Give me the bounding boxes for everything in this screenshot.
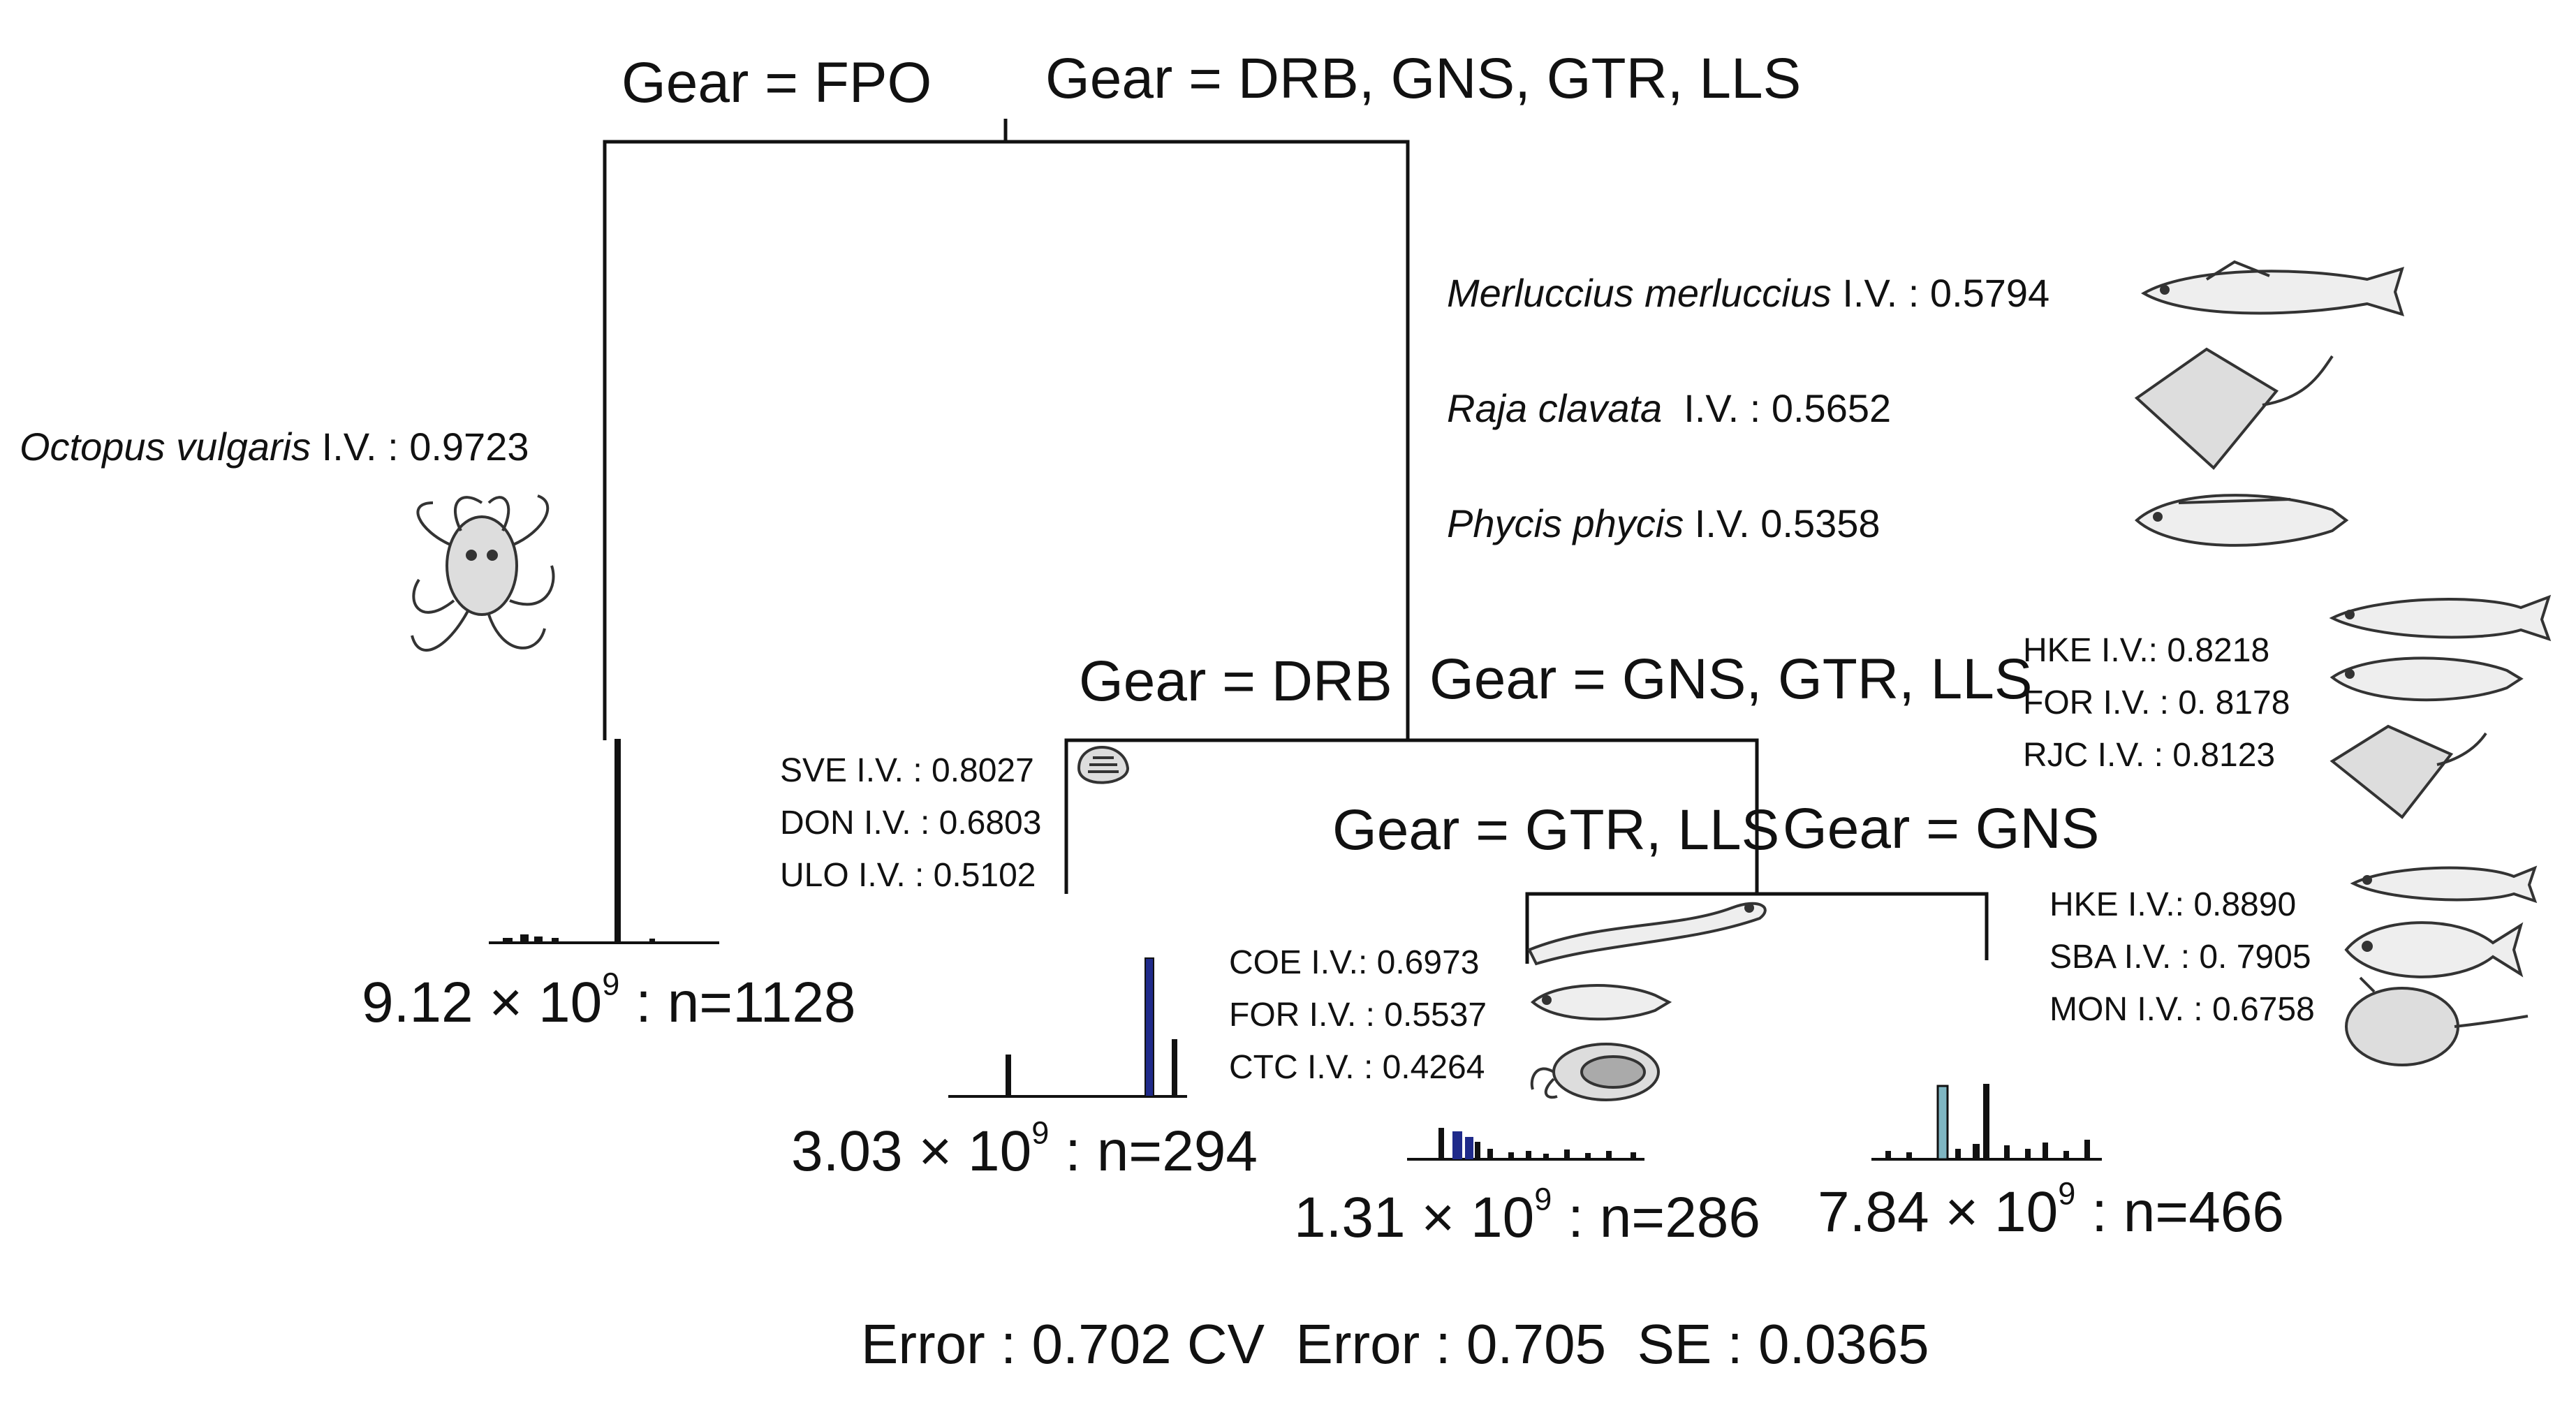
other-indicator-2: Raja clavata I.V. : 0.5652 [1447, 389, 1891, 428]
indicator-value: I.V. : 0.5652 [1662, 386, 1892, 430]
gns-split-label: Gear = GNS [1783, 797, 2100, 860]
gns-gtr-lls-indicator-2: FOR I.V. : 0. 8178 [2023, 684, 2290, 721]
leaf-fpo-label: 9.12 × 109 : n=1128 [362, 969, 856, 1034]
bar [552, 938, 559, 943]
bar [534, 936, 543, 943]
clam-shell-icon [1077, 746, 1130, 784]
forkbeard-fish-icon [1530, 984, 1672, 1021]
species-name: Phycis phycis [1447, 501, 1684, 545]
histogram-gns [1871, 1084, 2102, 1161]
leaf-exponent: 9 [2058, 1175, 2076, 1212]
bar [614, 739, 621, 943]
hake-fish-icon [2329, 594, 2552, 642]
tree-branches [603, 119, 1989, 964]
gtr-lls-indicator-2: FOR I.V. : 0.5537 [1229, 997, 1487, 1034]
gns-gtr-lls-split-label: Gear = GNS, GTR, LLS [1429, 647, 2033, 711]
root-left-split-label: Gear = FPO [621, 51, 932, 115]
other-indicator-3: Phycis phycis I.V. 0.5358 [1447, 504, 1881, 543]
histogram-gtr-lls [1407, 1128, 1644, 1161]
gtr-lls-indicator-3: CTC I.V. : 0.4264 [1229, 1049, 1485, 1086]
gtr-lls-split-label: Gear = GTR, LLS [1332, 798, 1780, 862]
seabream-fish-icon [2344, 921, 2524, 978]
leaf-gtr-lls-label: 1.31 × 109 : n=286 [1294, 1184, 1761, 1249]
drb-indicator-3: ULO I.V. : 0.5102 [780, 857, 1036, 894]
indicator-value: I.V. : 0.9723 [321, 425, 529, 469]
indicator-value: I.V. : 0.5794 [1831, 271, 2050, 315]
gns-gtr-lls-indicator-1: HKE I.V.: 0.8218 [2023, 632, 2270, 669]
histogram-drb [948, 957, 1187, 1098]
leaf-gns-label: 7.84 × 109 : n=466 [1818, 1178, 2284, 1241]
monkfish-icon [2345, 976, 2529, 1066]
drb-indicator-1: SVE I.V. : 0.8027 [780, 752, 1034, 789]
leaf-exponent: 9 [1031, 1115, 1050, 1151]
bar [1172, 1039, 1177, 1096]
gns-indicator-2: SBA I.V. : 0. 7905 [2049, 939, 2311, 976]
leaf-exponent: 9 [602, 966, 620, 1002]
root-split-branch [603, 140, 1410, 740]
gns-indicator-1: HKE I.V.: 0.8890 [2049, 886, 2297, 923]
bar [503, 938, 513, 943]
hake-fish-icon [2141, 260, 2405, 316]
fpo-indicator: Octopus vulgaris I.V. : 0.9723 [20, 427, 529, 467]
species-name: Octopus vulgaris [20, 425, 311, 469]
drb-indicator-2: DON I.V. : 0.6803 [780, 805, 1042, 842]
ray-icon [2330, 724, 2487, 819]
leaf-mantissa: 1.31 × 10 [1294, 1186, 1535, 1249]
other-split-branch [1064, 738, 1759, 894]
indicator-value: I.V. 0.5358 [1684, 501, 1881, 545]
gns-gtr-lls-indicator-3: RJC I.V. : 0.8123 [2023, 737, 2276, 774]
leaf-mantissa: 3.03 × 10 [791, 1119, 1032, 1183]
leaf-count: : n=286 [1552, 1186, 1761, 1249]
leaf-exponent: 9 [1534, 1181, 1552, 1217]
leaf-count: : n=294 [1049, 1119, 1258, 1183]
bar [649, 939, 655, 943]
drb-split-label: Gear = DRB [1079, 649, 1392, 713]
eel-icon [1527, 902, 1767, 966]
octopus-icon [411, 494, 555, 652]
root-right-split-label: Gear = DRB, GNS, GTR, LLS [1045, 47, 1802, 110]
leaf-count: : n=1128 [619, 971, 856, 1034]
leaf-mantissa: 9.12 × 10 [362, 971, 603, 1034]
cuttlefish-icon [1530, 1043, 1660, 1101]
bar [1006, 1055, 1011, 1096]
forkbeard-fish-icon [2330, 656, 2524, 702]
gns-indicator-3: MON I.V. : 0.6758 [2049, 991, 2315, 1028]
leaf-drb-label: 3.03 × 109 : n=294 [791, 1117, 1258, 1180]
species-name: Raja clavata [1447, 386, 1663, 430]
species-name: Merluccius merluccius [1447, 271, 1832, 315]
other-indicator-1: Merluccius merluccius I.V. : 0.5794 [1447, 274, 2049, 313]
leaf-mantissa: 7.84 × 10 [1818, 1180, 2059, 1244]
error-summary: Error : 0.702 CV Error : 0.705 SE : 0.03… [861, 1313, 1929, 1375]
ray-icon [2134, 347, 2334, 470]
forkbeard-fish-icon [2135, 494, 2349, 547]
leaf-count: : n=466 [2075, 1180, 2285, 1244]
bar [520, 934, 529, 943]
histogram-fpo [489, 739, 719, 944]
hake-fish-icon [2350, 865, 2538, 904]
gtr-lls-indicator-1: COE I.V.: 0.6973 [1229, 944, 1480, 981]
bar [1145, 957, 1154, 1097]
gtr-split-branch [1525, 892, 1989, 964]
